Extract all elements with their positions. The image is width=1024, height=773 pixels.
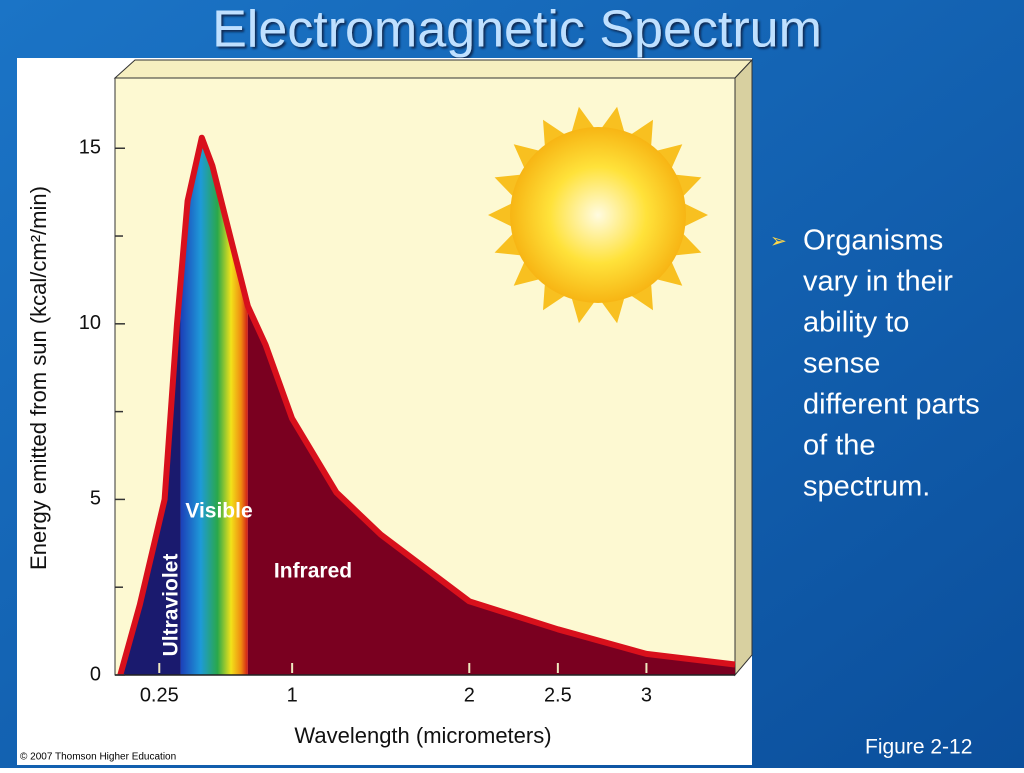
box-side — [734, 58, 753, 677]
y-tick-label: 10 — [79, 312, 101, 334]
y-tick-label: 5 — [90, 488, 101, 510]
bullet-line: of the — [803, 430, 876, 462]
bullet-text: Organisms vary in their ability to sense dif… — [803, 225, 980, 503]
slide-title: Electromagnetic Spectrum — [212, 1, 822, 59]
y-axis-label: Energy emitted from sun (kcal/cm²/min) — [26, 186, 51, 570]
x-tick-label: 0.25 — [140, 684, 179, 706]
x-tick-label: 1 — [287, 684, 298, 706]
y-tick-label: 0 — [90, 663, 101, 685]
bullet-line: different parts — [803, 389, 980, 421]
x-tick-label: 2.5 — [544, 684, 572, 706]
sun — [488, 106, 708, 324]
bullet-line: sense — [803, 348, 880, 380]
figure-label: Figure 2-12 — [865, 736, 972, 759]
box-top — [113, 59, 754, 79]
region-label: Infrared — [274, 560, 352, 583]
bullet-line: vary in their — [803, 266, 953, 298]
bullet-line: spectrum. — [803, 471, 930, 503]
region-label: Ultraviolet — [160, 554, 183, 657]
region-label: Visible — [185, 500, 252, 523]
y-tick-label: 15 — [79, 137, 101, 159]
bullet-marker: ➢ — [770, 230, 787, 252]
x-tick-label: 2 — [464, 684, 475, 706]
x-axis-label: Wavelength (micrometers) — [294, 723, 551, 748]
credit: © 2007 Thomson Higher Education — [20, 752, 176, 763]
x-tick-label: 3 — [641, 684, 652, 706]
bullet-line: ability to — [803, 307, 909, 339]
bullet-line: Organisms — [803, 225, 943, 257]
sun-disc — [510, 127, 686, 303]
area-outline — [117, 134, 736, 676]
